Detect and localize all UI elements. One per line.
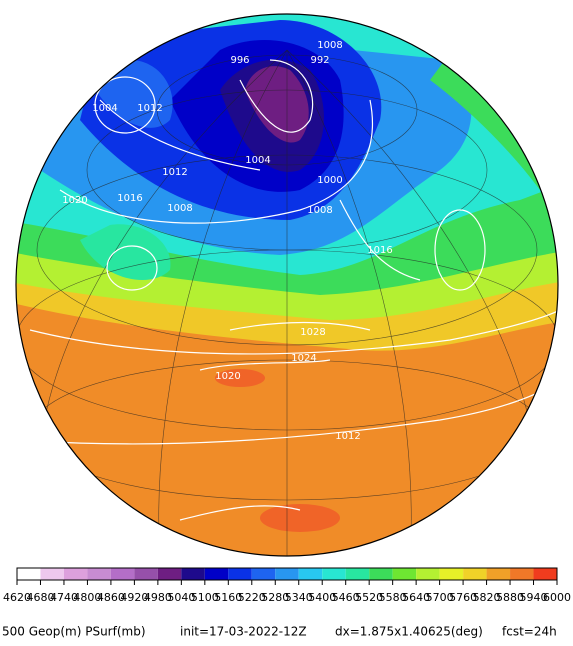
colorbar: 4620468047404800486049204980504051005160… <box>3 567 571 604</box>
caption-resolution: dx=1.875x1.40625(deg) <box>335 625 483 639</box>
colorbar-bin <box>369 568 393 580</box>
contour-label: 996 <box>230 55 249 66</box>
contour-label: 1008 <box>317 40 342 51</box>
contour-label: 1012 <box>335 431 360 442</box>
contour-label: 1020 <box>527 135 552 146</box>
colorbar-bin <box>110 568 135 580</box>
colorbar-bin <box>298 568 323 580</box>
colorbar-tick-label: 5940 <box>520 591 548 604</box>
colorbar-tick-label: 5280 <box>261 591 289 604</box>
colorbar-tick-label: 5640 <box>402 591 430 604</box>
colorbar-bin <box>87 568 111 580</box>
globe: 1020 1012 1024 1028 1012 1008 1012 1004 996 992 10… <box>16 14 558 556</box>
caption: 500 Geop(m) PSurf(mb) init=17-03-2022-12Z… <box>2 625 557 639</box>
colorbar-bin <box>345 568 370 580</box>
colorbar-bin <box>416 568 440 580</box>
colorbar-tick-label: 4980 <box>144 591 172 604</box>
contour-label: 1016 <box>117 193 142 204</box>
colorbar-tick-label: 5580 <box>379 591 407 604</box>
colorbar-bin <box>251 568 276 580</box>
colorbar-bin <box>228 568 252 580</box>
colorbar-bin <box>486 568 511 580</box>
colorbar-bin <box>510 568 534 580</box>
colorbar-tick-label: 5160 <box>214 591 242 604</box>
colorbar-bin <box>17 568 41 580</box>
colorbar-tick-label: 6000 <box>543 591 571 604</box>
contour-label: 1008 <box>167 203 192 214</box>
colorbar-bin <box>40 568 64 580</box>
colorbar-tick-label: 4800 <box>73 591 101 604</box>
colorbar-bin <box>275 568 299 580</box>
colorbar-bin <box>204 568 229 580</box>
contour-label: 1008 <box>307 205 332 216</box>
contour-label: 1020 <box>215 371 240 382</box>
contour-label: 1004 <box>245 155 270 166</box>
colorbar-tick-label: 4920 <box>120 591 148 604</box>
colorbar-bin <box>63 568 88 580</box>
colorbar-tick-label: 5460 <box>332 591 360 604</box>
contour-label: 1012 <box>162 167 187 178</box>
colorbar-tick-label: 4740 <box>50 591 78 604</box>
colorbar-frame <box>16 567 558 581</box>
contour-label: 1000 <box>317 175 342 186</box>
colorbar-tick-label: 5400 <box>308 591 336 604</box>
colorbar-tick-label: 5820 <box>473 591 501 604</box>
colorbar-tick-label: 5760 <box>449 591 477 604</box>
caption-field: 500 Geop(m) PSurf(mb) <box>2 625 146 639</box>
colorbar-tick-label: 4620 <box>3 591 31 604</box>
caption-forecast: fcst=24h <box>502 625 557 639</box>
contour-label: 1004 <box>92 103 117 114</box>
globe-outline <box>15 13 559 557</box>
colorbar-bin <box>533 568 557 580</box>
colorbar-tick-label: 5700 <box>426 591 454 604</box>
colorbar-bin <box>157 568 182 580</box>
contour-label: 1024 <box>291 353 316 364</box>
colorbar-tick-label: 5520 <box>355 591 383 604</box>
colorbar-tick-label: 4680 <box>26 591 54 604</box>
colorbar-bin <box>463 568 487 580</box>
colorbar-tick-label: 5340 <box>285 591 313 604</box>
colorbar-bin <box>322 568 346 580</box>
contour-label: 1016 <box>367 245 392 256</box>
colorbar-tick-label: 4860 <box>97 591 125 604</box>
caption-init: init=17-03-2022-12Z <box>180 625 307 639</box>
colorbar-tick-label: 5040 <box>167 591 195 604</box>
contour-label: 1028 <box>300 327 325 338</box>
colorbar-bin <box>439 568 464 580</box>
contour-label: 1020 <box>62 195 87 206</box>
colorbar-bin <box>392 568 417 580</box>
colorbar-tick-label: 5880 <box>496 591 524 604</box>
contour-label: 1012 <box>137 103 162 114</box>
colorbar-bin <box>134 568 158 580</box>
colorbar-bin <box>181 568 205 580</box>
contour-label: 992 <box>310 55 329 66</box>
colorbar-tick-label: 5100 <box>191 591 219 604</box>
colorbar-tick-label: 5220 <box>238 591 266 604</box>
